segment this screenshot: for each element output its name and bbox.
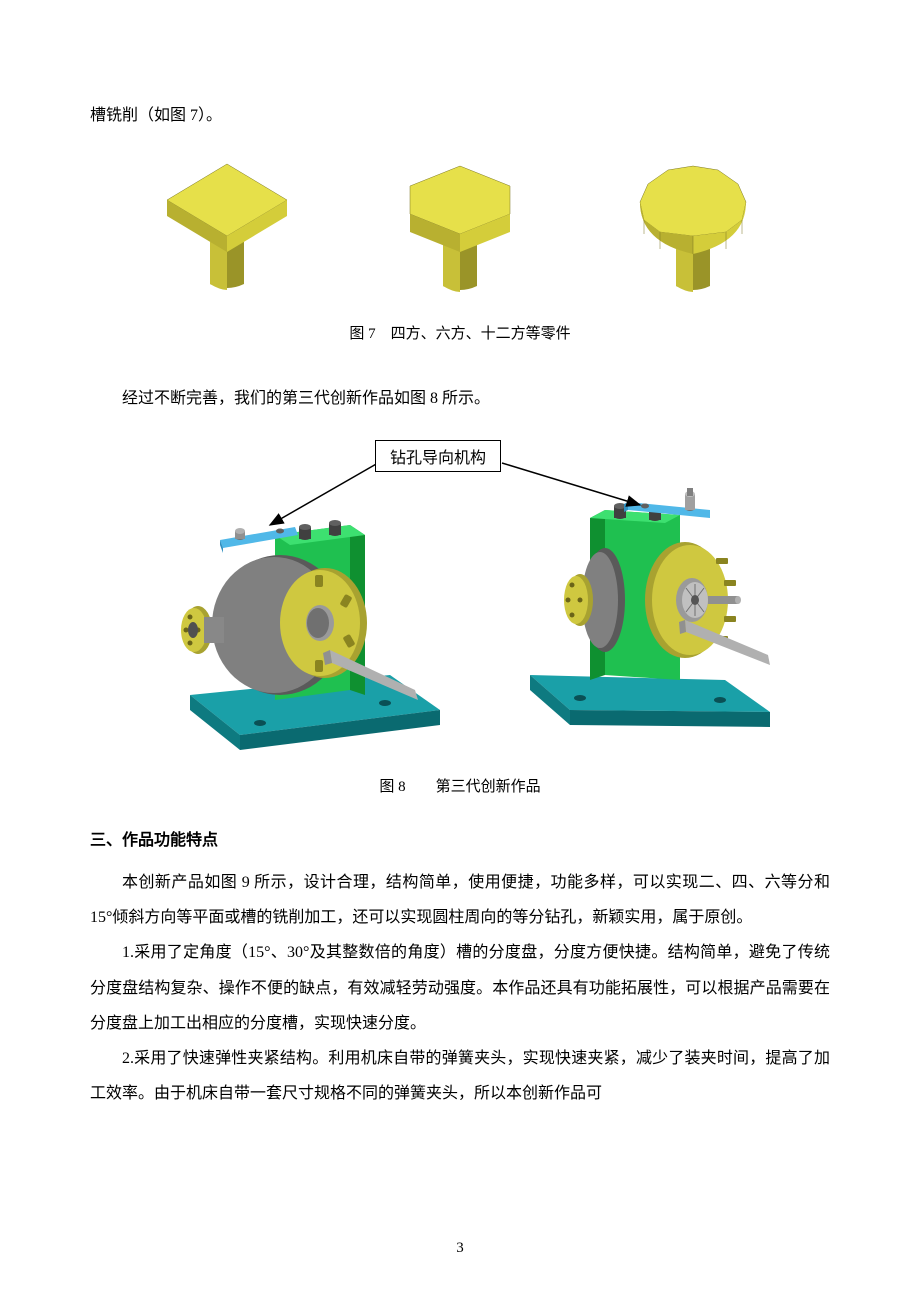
paragraph-2: 经过不断完善，我们的第三代创新作品如图 8 所示。 [90, 383, 830, 415]
figure-7 [90, 152, 830, 302]
figure-8: 钻孔导向机构 [140, 425, 780, 755]
body-paragraph-1: 本创新产品如图 9 所示，设计合理，结构简单，使用便捷，功能多样，可以实现二、四… [90, 865, 830, 935]
figure-8-label: 钻孔导向机构 [375, 440, 501, 472]
section-heading-3: 三、作品功能特点 [90, 826, 830, 850]
page-number: 3 [0, 1240, 920, 1257]
bolt-dodecagon [618, 152, 768, 302]
figure-8-arrows [140, 425, 780, 755]
figure-8-caption: 图 8 第三代创新作品 [90, 775, 830, 796]
intro-line: 槽铣削（如图 7）。 [90, 100, 830, 132]
bolt-hexagon [385, 152, 535, 302]
body-paragraph-2: 1.采用了定角度（15°、30°及其整数倍的角度）槽的分度盘，分度方便快捷。结构… [90, 935, 830, 1041]
body-paragraph-3: 2.采用了快速弹性夹紧结构。利用机床自带的弹簧夹头，实现快速夹紧，减少了装夹时间… [90, 1041, 830, 1111]
bolt-square [152, 152, 302, 302]
figure-7-caption: 图 7 四方、六方、十二方等零件 [90, 322, 830, 343]
